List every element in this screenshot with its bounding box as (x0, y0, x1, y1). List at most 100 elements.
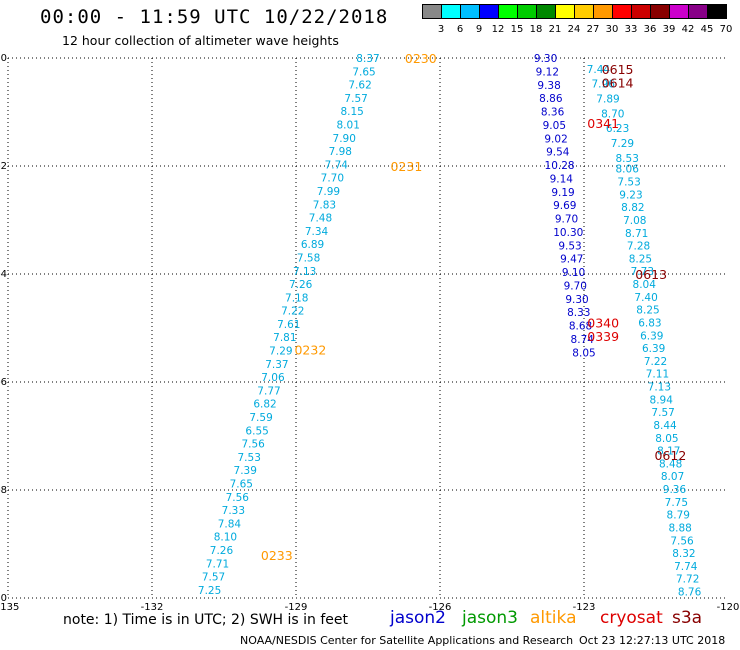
altika-value-label: 7.65 (352, 66, 375, 78)
color-scale-label: 27 (586, 24, 600, 35)
y-tick-label: -6 (0, 377, 7, 388)
jason2-value-label: 9.70 (555, 214, 578, 226)
jason2-value-label: 9.02 (544, 133, 567, 145)
jason3-value-label: 7.44 (587, 64, 611, 76)
s3a-value-label: 8.44 (653, 420, 677, 432)
time-label: 0232 (294, 343, 326, 358)
color-scale-label: 70 (719, 24, 733, 35)
s3a-value-label: 8.32 (672, 548, 695, 560)
chart-subtitle: 12 hour collection of altimeter wave hei… (62, 33, 339, 48)
altika-value-label: 6.55 (245, 425, 268, 437)
altika-value-label: 7.53 (238, 452, 261, 464)
color-scale-label: 3 (437, 24, 445, 35)
color-scale-label: 9 (475, 24, 483, 35)
x-tick-label: -135 (0, 602, 19, 613)
jason2-value-label: 8.74 (571, 334, 595, 346)
jason2-value-label: 9.10 (562, 267, 585, 279)
altika-value-label: 7.18 (285, 292, 308, 304)
x-tick-label: -129 (285, 602, 308, 613)
s3a-value-label: 6.39 (640, 330, 663, 342)
jason2-value-label: 9.47 (560, 254, 583, 266)
altika-value-label: 8.10 (214, 532, 237, 544)
altika-value-label: 7.22 (281, 306, 304, 318)
altika-value-label: 7.26 (289, 279, 313, 291)
altika-value-label: 7.39 (234, 465, 257, 477)
y-tick-label: -4 (0, 269, 7, 280)
jason2-value-label: 9.70 (564, 280, 587, 292)
jason2-value-label: 9.14 (550, 173, 574, 185)
s3a-value-label: 8.06 (616, 164, 640, 176)
generation-timestamp: Oct 23 12:27:13 UTC 2018 (579, 634, 726, 647)
color-scale-label: 33 (624, 24, 638, 35)
jason2-value-label: 9.30 (534, 53, 557, 65)
footer-note: note: 1) Time is in UTC; 2) SWH is in fe… (63, 612, 349, 628)
s3a-value-label: 9.23 (619, 189, 642, 201)
jason2-value-label: 9.12 (536, 66, 559, 78)
altika-value-label: 7.84 (218, 518, 242, 530)
altika-value-label: 7.74 (325, 159, 349, 171)
s3a-value-label: 7.53 (617, 177, 640, 189)
color-scale-label: 30 (605, 24, 619, 35)
jason2-value-label: 9.05 (543, 120, 566, 132)
jason3-value-label: 7.29 (611, 138, 634, 150)
altika-value-label: 7.56 (226, 492, 250, 504)
jason3-value-label: 6.23 (606, 123, 629, 135)
jason3-value-label: 7.96 (592, 79, 616, 91)
legend-cryosat: cryosat (600, 608, 663, 628)
legend-jason2: jason2 (390, 608, 446, 628)
altika-value-label: 7.13 (293, 266, 316, 278)
jason2-value-label: 9.54 (546, 147, 570, 159)
time-label: 0613 (635, 267, 667, 282)
legend-s3a: s3a (672, 608, 703, 628)
altika-value-label: 8.37 (356, 53, 379, 65)
s3a-value-label: 7.11 (646, 369, 669, 381)
jason2-value-label: 8.86 (539, 93, 563, 105)
time-label: 0341 (587, 116, 619, 131)
altika-value-label: 7.48 (309, 213, 332, 225)
s3a-value-label: 8.05 (655, 433, 678, 445)
altika-value-label: 7.83 (313, 199, 336, 211)
color-swatch (707, 4, 727, 19)
s3a-value-label: 8.94 (650, 394, 674, 406)
legend-jason3: jason3 (462, 608, 518, 628)
color-scale-label: 36 (643, 24, 657, 35)
s3a-value-label: 7.28 (627, 241, 650, 253)
color-scale-label: 21 (548, 24, 562, 35)
color-scale-label: 42 (681, 24, 695, 35)
color-scale-label: 6 (456, 24, 464, 35)
s3a-value-label: 7.73 (631, 266, 654, 278)
x-tick-label: -126 (429, 602, 452, 613)
time-label: 0612 (654, 448, 686, 463)
altika-value-label: 7.37 (265, 359, 288, 371)
s3a-value-label: 8.48 (659, 458, 682, 470)
altika-value-label: 7.56 (241, 439, 265, 451)
altika-value-label: 7.70 (321, 173, 344, 185)
s3a-value-label: 6.83 (638, 317, 661, 329)
jason3-value-label: 8.53 (616, 153, 639, 165)
altika-value-label: 7.25 (198, 585, 221, 597)
s3a-value-label: 8.71 (625, 228, 648, 240)
s3a-value-label: 9.36 (663, 484, 687, 496)
altika-value-label: 7.57 (202, 572, 225, 584)
altika-value-label: 7.06 (261, 372, 285, 384)
time-label: 0233 (261, 548, 293, 563)
time-label: 0340 (587, 316, 619, 331)
time-label: 0230 (405, 51, 437, 66)
jason2-value-label: 8.05 (572, 347, 595, 359)
altika-value-label: 7.98 (329, 146, 352, 158)
jason3-value-label: 8.70 (601, 108, 624, 120)
s3a-value-label: 7.57 (651, 407, 674, 419)
s3a-value-label: 8.76 (678, 587, 702, 599)
altika-value-label: 7.33 (222, 505, 245, 517)
s3a-value-label: 7.56 (670, 535, 694, 547)
y-tick-label: 0 (1, 53, 7, 64)
s3a-value-label: 8.79 (667, 510, 690, 522)
s3a-value-label: 8.25 (629, 253, 652, 265)
s3a-value-label: 7.72 (676, 574, 699, 586)
altika-value-label: 7.81 (273, 332, 296, 344)
s3a-value-label: 7.13 (648, 382, 671, 394)
x-tick-label: -120 (717, 602, 740, 613)
chart-title: 00:00 - 11:59 UTC 10/22/2018 (40, 6, 389, 28)
s3a-value-label: 8.88 (668, 522, 691, 534)
